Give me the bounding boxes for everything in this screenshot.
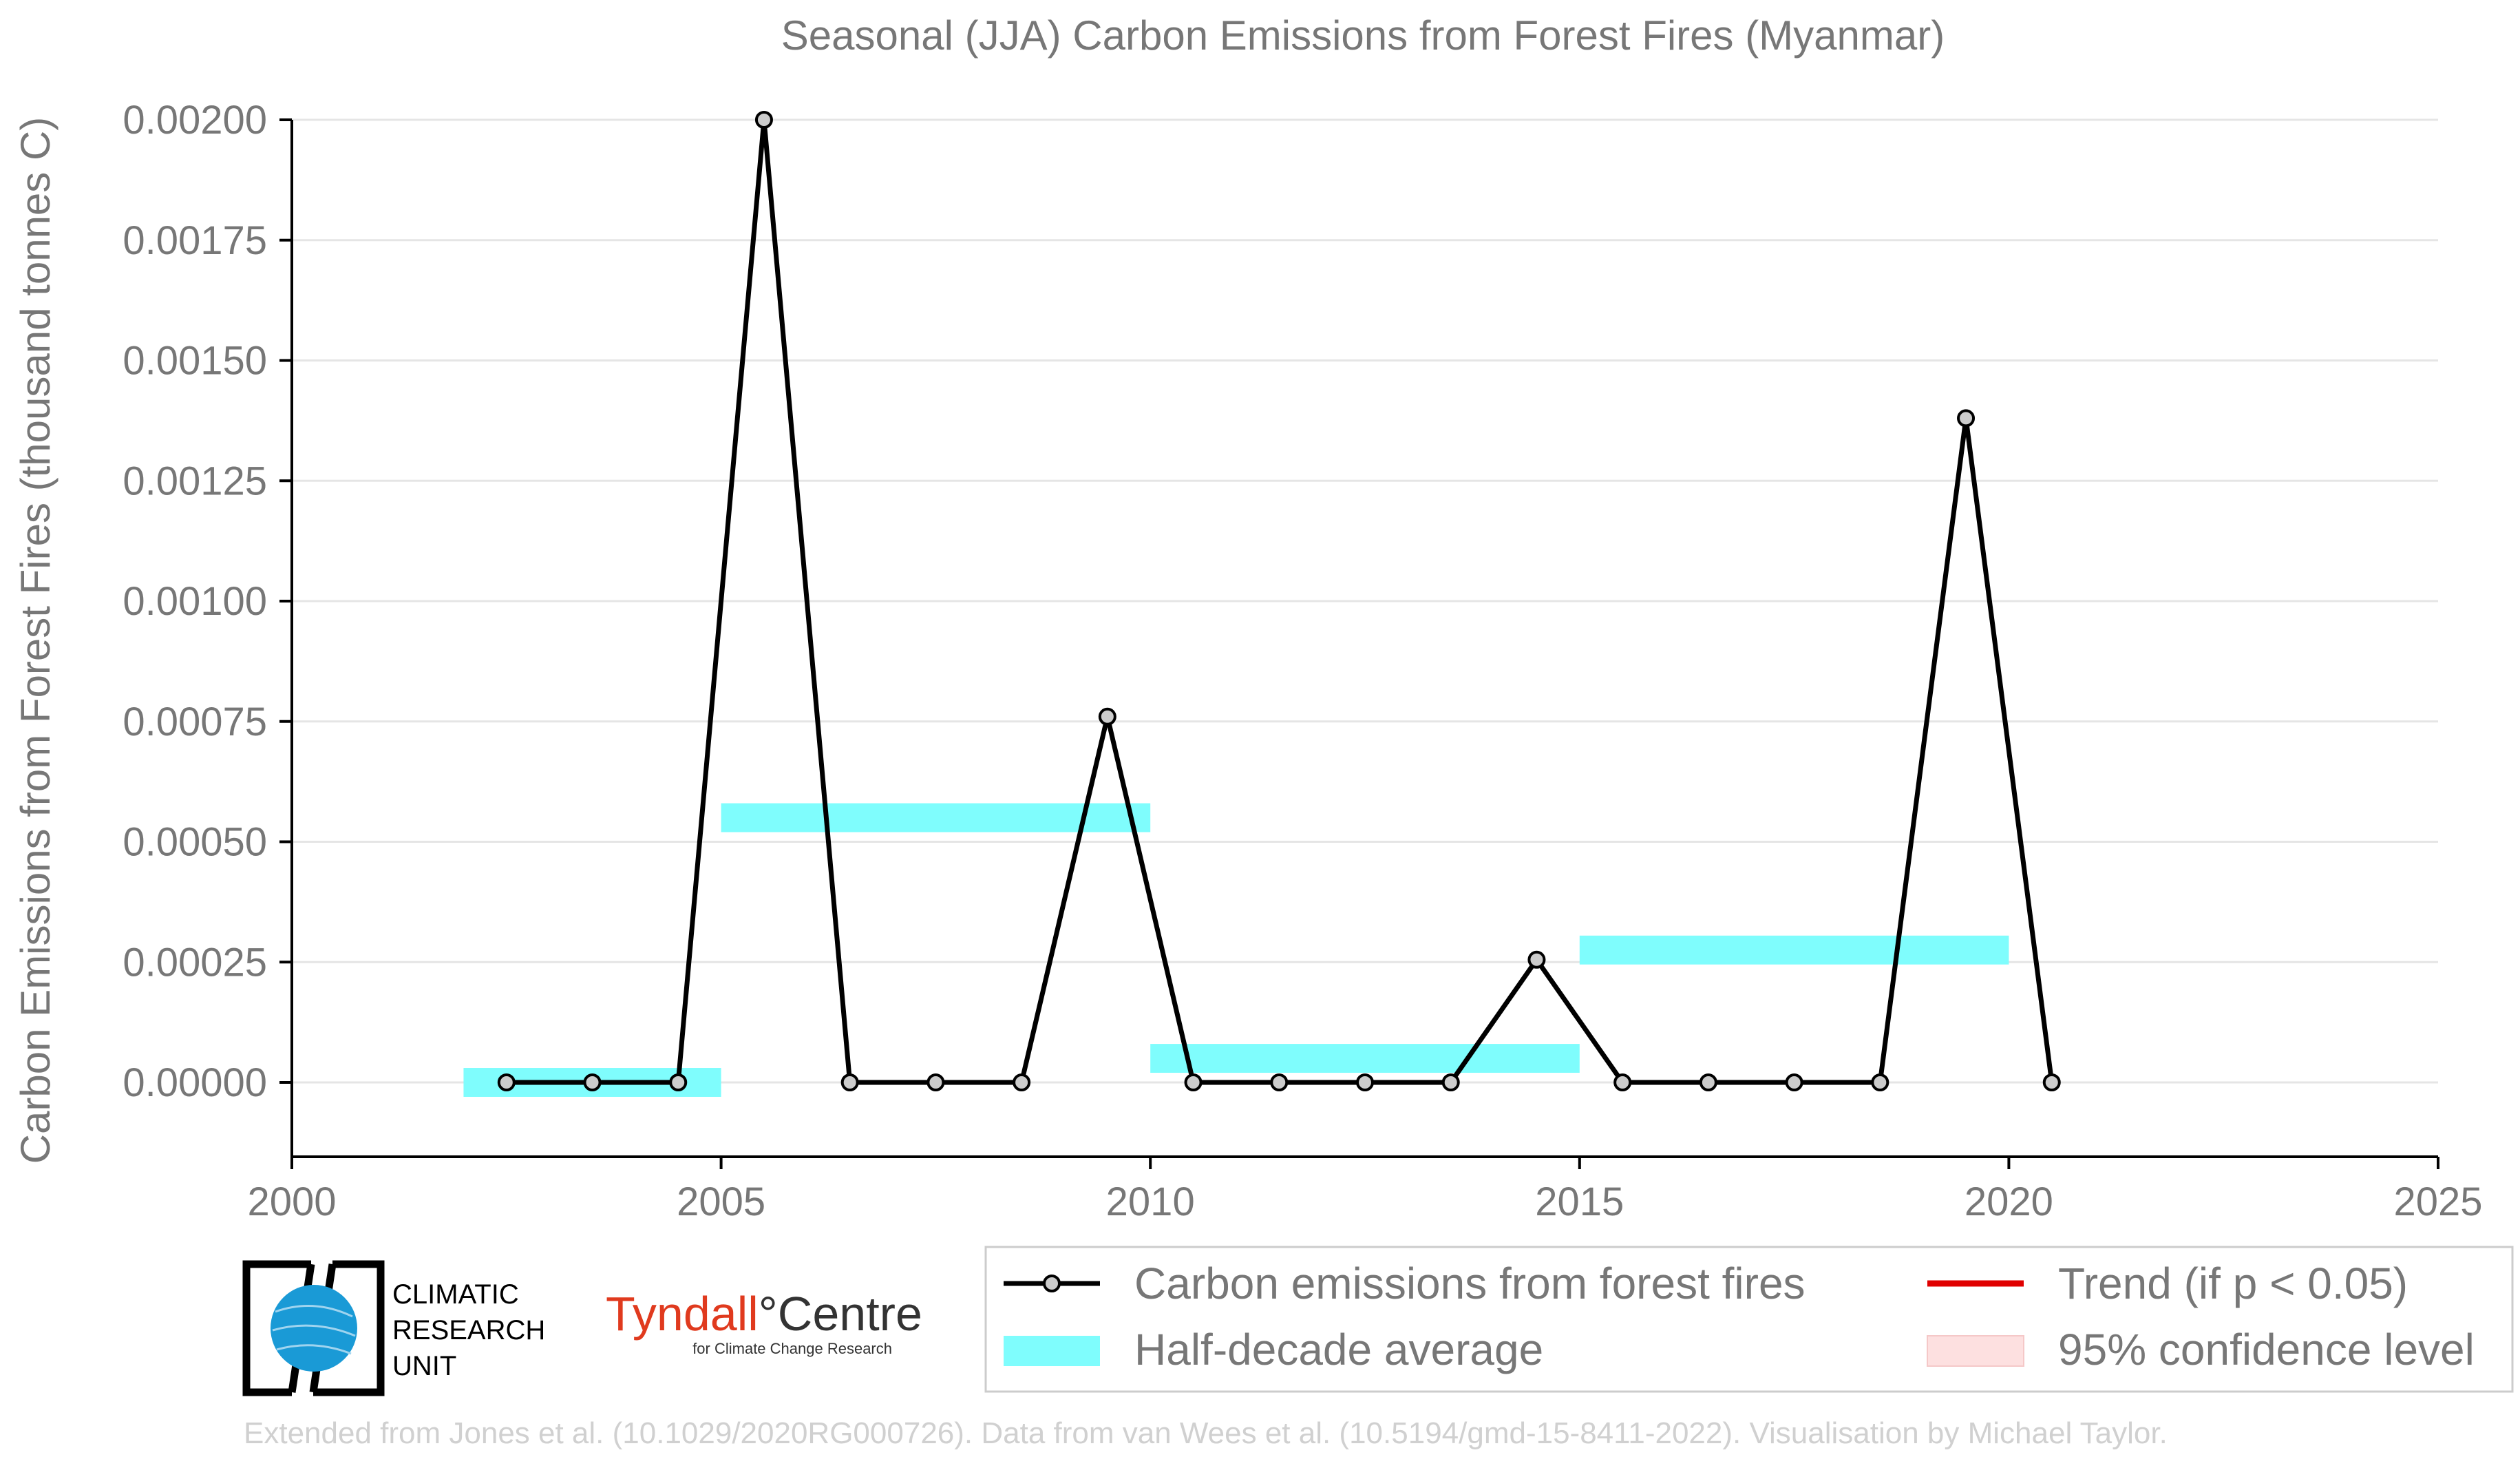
svg-text:Tyndall°Centre: Tyndall°Centre [606,1287,922,1341]
y-axis-label: Carbon Emissions from Forest Fires (thou… [12,117,59,1164]
data-point [583,1073,602,1091]
chart-title: Seasonal (JJA) Carbon Emissions from For… [781,12,1945,59]
x-tick-label: 2025 [2393,1179,2482,1224]
legend-frame [984,1246,2514,1393]
y-tick-label: 0.00050 [123,820,267,865]
y-tick-label: 0.00175 [123,218,267,263]
legend-label-trend: Trend (if p < 0.05) [2058,1259,2408,1308]
data-point [1957,409,1976,428]
data-point [1699,1073,1717,1091]
y-tick-label: 0.00000 [123,1060,267,1105]
data-point [1441,1073,1460,1091]
tyndall-name-b: °Centre [759,1287,922,1341]
cru-logo-line-1: CLIMATIC [392,1279,519,1310]
credit-line: Extended from Jones et al. (10.1029/2020… [244,1416,2168,1450]
data-point [1098,707,1116,726]
x-tick-label: 2000 [247,1179,336,1224]
x-tick-label: 2020 [1965,1179,2053,1224]
x-tick-label: 2005 [677,1179,765,1224]
data-point [840,1073,859,1091]
x-tick-labels: 2000 2005 2010 2015 2020 2025 [247,1157,2483,1224]
legend: Carbon emissions from forest fires Trend… [984,1246,2514,1393]
data-point [669,1073,688,1091]
cru-logo-line-3: UNIT [392,1351,456,1381]
grid-lines [292,118,2438,1084]
series [497,111,2061,1091]
tyndall-logo: Tyndall°Centre for Climate Change Resear… [606,1287,922,1357]
data-point [1785,1073,1803,1091]
data-point [1013,1073,1031,1091]
x-tick-label: 2015 [1535,1179,1624,1224]
y-tick-label: 0.00025 [123,940,267,985]
half-decade-bands [463,803,2009,1097]
legend-label-emissions: Carbon emissions from forest fires [1134,1259,1806,1308]
y-tick-label: 0.00150 [123,339,267,384]
x-tick-label: 2010 [1106,1179,1195,1224]
half-decade-band [1150,1044,1580,1073]
axes [290,120,2438,1158]
data-point [1613,1073,1632,1091]
legend-label-confidence: 95% confidence level [2058,1325,2475,1374]
legend-label-half-decade: Half-decade average [1134,1325,1543,1374]
data-point [1356,1073,1374,1091]
data-point [927,1073,945,1091]
data-point [1270,1073,1289,1091]
data-point [754,111,773,129]
y-tick-labels: 0.00000 0.00025 0.00050 0.00075 0.00100 0.001… [123,98,292,1105]
y-tick-label: 0.00200 [123,98,267,143]
tyndall-subtitle: for Climate Change Research [692,1340,892,1357]
cru-logo: CLIMATIC RESEARCH UNIT [242,1260,545,1396]
cru-logo-line-2: RESEARCH [392,1315,545,1345]
y-tick-label: 0.00125 [123,459,267,503]
half-decade-band [721,803,1151,832]
y-tick-label: 0.00100 [123,579,267,624]
data-point [497,1073,516,1091]
y-tick-label: 0.00075 [123,700,267,744]
data-point [2042,1073,2061,1091]
legend-swatch-confidence [1927,1335,2024,1367]
data-point [1527,950,1546,969]
half-decade-band [1579,935,2009,965]
data-point [1184,1073,1203,1091]
legend-marker-emissions [1043,1275,1061,1292]
data-point [1871,1073,1889,1091]
tyndall-name-a: Tyndall [606,1287,759,1341]
legend-swatch-half-decade [1004,1336,1100,1366]
